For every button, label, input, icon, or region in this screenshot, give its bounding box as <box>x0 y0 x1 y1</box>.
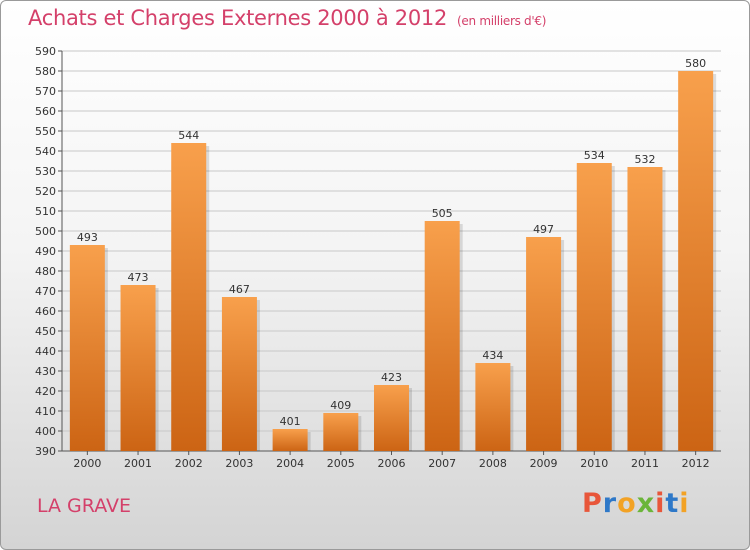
logo-letter: i <box>655 488 666 519</box>
bars <box>69 71 717 451</box>
bar-value-label: 473 <box>128 271 149 284</box>
bar <box>475 363 511 451</box>
bar <box>323 413 359 451</box>
y-tick-label: 420 <box>35 385 56 398</box>
chart-title: Achats et Charges Externes 2000 à 2012 (e… <box>28 6 546 30</box>
y-tick-label: 430 <box>35 365 56 378</box>
bar-value-label: 423 <box>381 371 402 384</box>
y-tick-label: 460 <box>35 305 56 318</box>
bar <box>678 71 714 451</box>
x-tick-label: 2001 <box>124 457 152 470</box>
chart-title-text: Achats et Charges Externes 2000 à 2012 <box>28 6 448 30</box>
x-tick-label: 2002 <box>175 457 203 470</box>
logo-letter: x <box>636 488 656 519</box>
bar-value-label: 534 <box>584 149 605 162</box>
x-tick-label: 2000 <box>73 457 101 470</box>
bar-value-label: 505 <box>432 207 453 220</box>
x-tick-label: 2011 <box>631 457 659 470</box>
bar-value-label: 409 <box>330 399 351 412</box>
x-tick-label: 2010 <box>580 457 608 470</box>
y-tick-label: 520 <box>35 185 56 198</box>
x-tick-label: 2004 <box>276 457 304 470</box>
y-tick-label: 590 <box>35 45 56 58</box>
logo-letter: P <box>582 488 603 519</box>
y-tick-label: 480 <box>35 265 56 278</box>
x-tick-label: 2008 <box>479 457 507 470</box>
bar <box>120 285 156 451</box>
chart-unit: (en milliers d'€) <box>457 14 547 28</box>
y-tick-label: 540 <box>35 145 56 158</box>
y-tick-label: 560 <box>35 105 56 118</box>
y-tick-label: 510 <box>35 205 56 218</box>
bar <box>221 297 257 451</box>
bar-value-label: 434 <box>482 349 503 362</box>
x-tick-label: 2012 <box>682 457 710 470</box>
logo-letter: o <box>617 488 637 519</box>
y-tick-label: 400 <box>35 425 56 438</box>
x-tick-label: 2007 <box>428 457 456 470</box>
y-tick-label: 410 <box>35 405 56 418</box>
y-tick-label: 390 <box>35 445 56 458</box>
bar <box>627 167 663 451</box>
logo-letter: r <box>602 488 618 519</box>
logo-letter: i <box>679 488 690 519</box>
y-tick-label: 440 <box>35 345 56 358</box>
y-tick-label: 530 <box>35 165 56 178</box>
x-tick-label: 2005 <box>327 457 355 470</box>
bar-value-label: 544 <box>178 129 199 142</box>
y-tick-label: 550 <box>35 125 56 138</box>
y-tick-label: 580 <box>35 65 56 78</box>
bar <box>576 163 612 451</box>
bar-value-label: 580 <box>685 57 706 70</box>
bar <box>374 385 409 451</box>
x-tick-label: 2003 <box>225 457 253 470</box>
proxiti-logo: Proxiti <box>582 488 690 519</box>
y-tick-label: 450 <box>35 325 56 338</box>
place-name: LA GRAVE <box>37 495 131 517</box>
bar <box>69 245 105 451</box>
y-tick-label: 490 <box>35 245 56 258</box>
bar-value-label: 497 <box>533 223 554 236</box>
y-tick-label: 500 <box>35 225 56 238</box>
bar <box>171 143 207 451</box>
y-tick-label: 570 <box>35 85 56 98</box>
bar <box>526 237 562 451</box>
bar <box>272 429 308 451</box>
bar-value-label: 467 <box>229 283 250 296</box>
bar <box>424 221 460 451</box>
bar-value-label: 532 <box>634 153 655 166</box>
x-tick-label: 2009 <box>530 457 558 470</box>
bar-value-label: 401 <box>280 415 301 428</box>
x-tick-label: 2006 <box>378 457 406 470</box>
y-tick-label: 470 <box>35 285 56 298</box>
bar-value-label: 493 <box>77 231 98 244</box>
logo-letter: t <box>665 488 680 519</box>
labels: 390 400 410 420 430 440 450 460 470 480 490 500 510 5… <box>35 45 710 470</box>
